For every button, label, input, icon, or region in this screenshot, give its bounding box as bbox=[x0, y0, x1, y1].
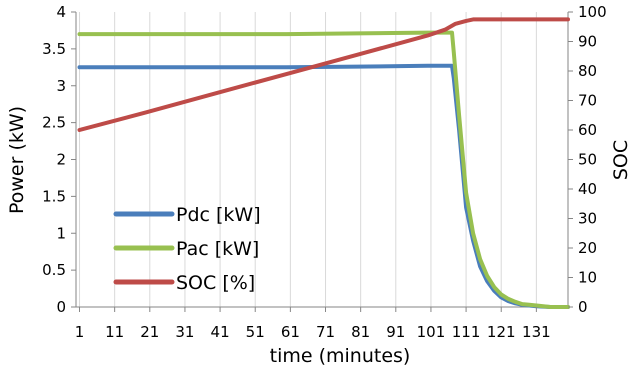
legend-label-pdc-kw: Pdc [kW] bbox=[176, 204, 261, 226]
y2-tick-label: 90 bbox=[578, 33, 597, 51]
x-axis-title: time (minutes) bbox=[270, 345, 411, 367]
series-line-pac-kw bbox=[77, 30, 570, 309]
y-tick-label: 2.5 bbox=[42, 114, 66, 132]
y2-tick-label: 50 bbox=[578, 151, 597, 169]
y2-tick-label: 10 bbox=[578, 269, 597, 287]
x-tick-label: 11 bbox=[105, 323, 124, 341]
y2-tick-label: 40 bbox=[578, 180, 597, 198]
x-tick-label: 111 bbox=[452, 323, 481, 341]
x-tick-label: 31 bbox=[175, 323, 194, 341]
y-tick-label: 4 bbox=[56, 3, 66, 21]
x-tick-label: 131 bbox=[522, 323, 551, 341]
x-tick-label: 81 bbox=[351, 323, 370, 341]
series-layer bbox=[77, 17, 570, 309]
y-tick-label: 3.5 bbox=[42, 40, 66, 58]
y2-axis-title: SOC bbox=[610, 140, 632, 180]
y-tick-label: 1.5 bbox=[42, 187, 66, 205]
y2-tick-label: 70 bbox=[578, 92, 597, 110]
x-tick-label: 21 bbox=[140, 323, 159, 341]
legend-label-pac-kw: Pac [kW] bbox=[176, 238, 259, 260]
x-tick-label: 121 bbox=[487, 323, 516, 341]
x-tick-label: 61 bbox=[281, 323, 300, 341]
y2-tick-label: 30 bbox=[578, 210, 597, 228]
x-tick-label: 51 bbox=[246, 323, 265, 341]
y2-tick-label: 60 bbox=[578, 121, 597, 139]
y2-tick-label: 80 bbox=[578, 62, 597, 80]
y-tick-label: 3 bbox=[56, 77, 66, 95]
y-axis-title: Power (kW) bbox=[6, 106, 28, 214]
grid-layer bbox=[79, 12, 537, 307]
x-tick-label: 91 bbox=[386, 323, 405, 341]
y-tick-label: 0.5 bbox=[42, 261, 66, 279]
y2-tick-label: 100 bbox=[578, 3, 607, 21]
series-line-pdc-kw bbox=[77, 63, 570, 309]
ticks-layer: 00.511.522.533.5401020304050607080901001… bbox=[42, 3, 607, 341]
y2-tick-label: 0 bbox=[578, 298, 588, 316]
x-tick-label: 101 bbox=[417, 323, 446, 341]
series-line-soc bbox=[77, 17, 570, 132]
y-tick-label: 1 bbox=[56, 224, 66, 242]
y-tick-label: 2 bbox=[56, 151, 66, 169]
legend: Pdc [kW] Pac [kW] SOC [%] bbox=[113, 204, 261, 294]
x-tick-label: 1 bbox=[75, 323, 85, 341]
x-tick-label: 71 bbox=[316, 323, 335, 341]
legend-label-soc: SOC [%] bbox=[176, 272, 255, 294]
y-tick-label: 0 bbox=[56, 298, 66, 316]
y2-tick-label: 20 bbox=[578, 239, 597, 257]
x-tick-label: 41 bbox=[211, 323, 230, 341]
